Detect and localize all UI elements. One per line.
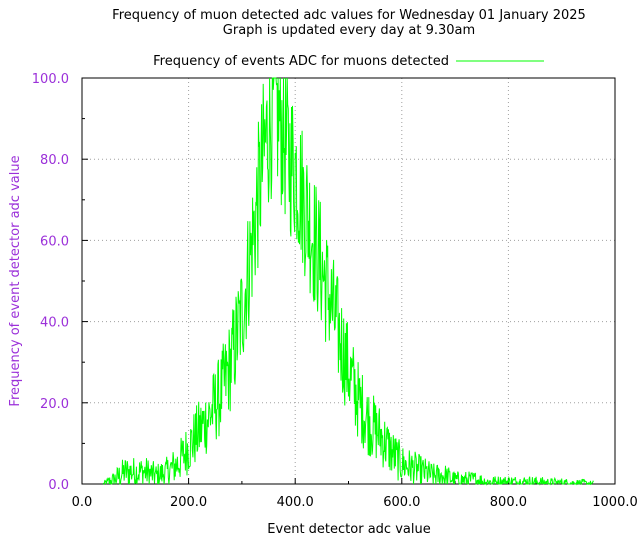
chart-title-line1: Frequency of muon detected adc values fo… [112, 8, 586, 23]
chart-title-line2: Graph is updated every day at 9.30am [223, 23, 475, 38]
x-tick-label: 1000.0 [592, 495, 638, 510]
y-tick-label: 60.0 [40, 234, 69, 249]
y-tick-label: 0.0 [48, 478, 69, 493]
x-tick-label: 600.0 [383, 495, 420, 510]
legend-label: Frequency of events ADC for muons detect… [153, 54, 449, 69]
series-line [102, 77, 594, 486]
x-tick-label: 800.0 [490, 495, 527, 510]
y-tick-label: 80.0 [40, 153, 69, 168]
y-tick-label: 20.0 [40, 397, 69, 412]
legend: Frequency of events ADC for muons detect… [153, 54, 544, 69]
x-tick-label: 400.0 [277, 495, 314, 510]
x-tick-label: 0.0 [72, 495, 93, 510]
y-tick-label: 40.0 [40, 316, 69, 331]
x-axis-label: Event detector adc value [267, 522, 430, 537]
y-axis: 0.0 20.0 40.0 60.0 80.0 100.0 [32, 72, 88, 493]
y-axis-label: Frequency of event detector adc value [8, 155, 23, 406]
grid [82, 78, 615, 484]
y-tick-label: 100.0 [32, 72, 69, 87]
x-tick-label: 200.0 [170, 495, 207, 510]
plot-frame [81, 77, 616, 485]
